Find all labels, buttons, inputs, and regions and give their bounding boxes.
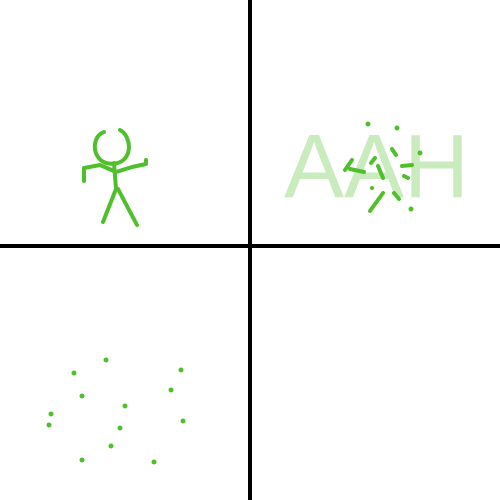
particle bbox=[394, 125, 400, 131]
particle bbox=[48, 411, 54, 417]
particle bbox=[117, 425, 123, 431]
exploding-figure-icon bbox=[343, 147, 414, 213]
particle bbox=[108, 443, 114, 449]
fragment bbox=[402, 174, 410, 180]
particle bbox=[370, 186, 374, 190]
particle bbox=[79, 457, 85, 463]
fragment bbox=[390, 147, 398, 157]
particle bbox=[151, 459, 157, 465]
particle bbox=[178, 367, 184, 373]
stick-figure-icon bbox=[82, 128, 148, 227]
panel-top-right: AAH bbox=[284, 117, 469, 217]
stick-figure-torso bbox=[112, 161, 118, 191]
stick-figure-arms bbox=[82, 158, 148, 183]
particle bbox=[180, 418, 186, 424]
fragment bbox=[369, 156, 377, 165]
particle bbox=[122, 403, 128, 409]
particle bbox=[168, 387, 174, 393]
panel-bottom-left bbox=[46, 357, 186, 465]
particle bbox=[46, 422, 52, 428]
particle bbox=[365, 121, 371, 127]
fragment bbox=[368, 191, 385, 213]
particle bbox=[79, 393, 85, 399]
particle bbox=[417, 150, 423, 156]
panel-top-left bbox=[82, 128, 148, 227]
explosion-particles bbox=[365, 121, 423, 212]
particle bbox=[71, 370, 77, 376]
stick-figure-head bbox=[92, 128, 131, 166]
stick-figure-right-leg bbox=[116, 187, 139, 227]
fragment bbox=[376, 164, 385, 180]
particle bbox=[408, 206, 414, 212]
fragment bbox=[343, 158, 354, 172]
fragment bbox=[348, 167, 366, 174]
stick-figure-left-leg bbox=[101, 187, 118, 224]
fragment bbox=[392, 191, 401, 201]
particle bbox=[103, 357, 109, 363]
fragment bbox=[400, 163, 414, 168]
